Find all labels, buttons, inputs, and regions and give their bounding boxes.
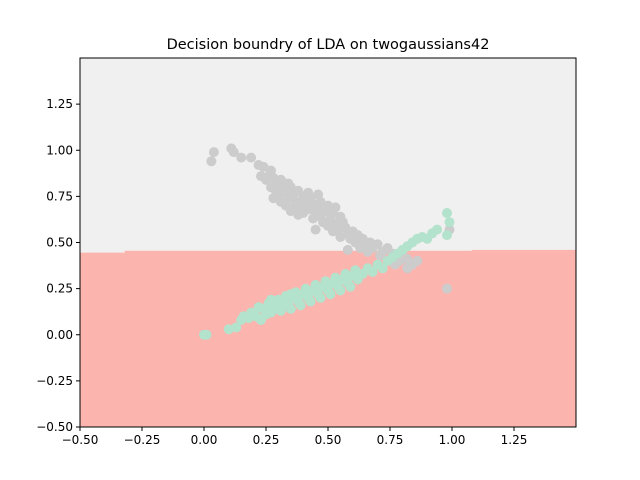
y-tick-label-4: 0.50 <box>46 236 73 250</box>
point-s0-4 <box>236 152 247 163</box>
y-tick-label-0: −0.50 <box>36 420 73 434</box>
point-s0-81 <box>342 244 353 255</box>
x-tick-label-6: 1.00 <box>439 433 466 447</box>
point-s0-13 <box>261 174 271 185</box>
x-tick-label-2: 0.00 <box>191 433 218 447</box>
point-s1-64 <box>432 224 443 235</box>
point-s1-47 <box>350 265 361 276</box>
x-tick-label-5: 0.75 <box>377 433 404 447</box>
point-s1-3 <box>231 322 242 333</box>
point-s0-80 <box>442 283 452 294</box>
point-s0-5 <box>246 152 257 163</box>
point-s1-70 <box>266 294 276 305</box>
point-s0-87 <box>313 189 324 200</box>
point-s0-85 <box>285 206 296 217</box>
data-points <box>199 143 455 340</box>
point-s0-77 <box>402 263 413 274</box>
point-s0-65 <box>372 239 383 250</box>
y-tick-label-7: 1.25 <box>46 97 73 111</box>
point-s0-69 <box>375 250 386 261</box>
region-0 <box>80 58 576 253</box>
point-s0-7 <box>258 161 269 172</box>
point-s0-22 <box>268 193 279 204</box>
x-tick-label-7: 1.25 <box>501 433 528 447</box>
point-s1-41 <box>335 285 346 296</box>
point-s1-25 <box>295 300 306 311</box>
point-s0-20 <box>283 178 294 189</box>
point-s1-33 <box>315 292 326 303</box>
point-s1-35 <box>320 276 331 287</box>
x-tick-label-3: 0.25 <box>253 433 280 447</box>
x-tick-label-4: 0.50 <box>315 433 342 447</box>
y-axis: −0.50 −0.25 0.00 0.25 0.50 0.75 1.00 1.25 <box>36 97 80 434</box>
y-tick-label-2: 0.00 <box>46 328 73 342</box>
point-s0-3 <box>228 147 239 158</box>
point-s1-39 <box>330 272 341 283</box>
point-s1-66 <box>444 217 455 228</box>
point-s1-45 <box>345 281 356 292</box>
chart-title: Decision boundry of LDA on twogaussians4… <box>167 37 490 53</box>
point-s0-1 <box>208 147 219 158</box>
point-s1-69 <box>285 289 296 300</box>
point-s0-84 <box>293 209 304 220</box>
point-s0-55 <box>335 232 346 242</box>
point-s1-37 <box>325 289 336 300</box>
point-s1-71 <box>256 315 266 325</box>
point-s1-1 <box>201 329 212 340</box>
point-s1-53 <box>377 263 388 274</box>
y-tick-label-6: 1.00 <box>46 143 73 157</box>
point-s0-47 <box>330 202 341 213</box>
point-s1-21 <box>285 303 296 314</box>
point-s0-62 <box>355 243 366 253</box>
point-s0-0 <box>206 156 217 167</box>
point-s1-68 <box>273 298 284 309</box>
point-s0-76 <box>412 255 423 266</box>
x-axis: −0.50 −0.25 0.00 0.25 0.50 0.75 1.00 1.25 <box>62 427 528 447</box>
point-s0-66 <box>362 246 373 257</box>
point-s0-86 <box>303 187 314 198</box>
y-tick-label-3: 0.25 <box>46 282 73 296</box>
point-s1-51 <box>367 267 378 277</box>
x-tick-label-0: −0.50 <box>62 433 99 447</box>
y-tick-label-5: 0.75 <box>46 189 73 203</box>
point-s1-65 <box>442 208 452 218</box>
x-tick-label-1: −0.25 <box>124 433 161 447</box>
point-s1-67 <box>442 230 452 241</box>
region-1 <box>80 249 576 427</box>
point-s0-40 <box>308 213 319 224</box>
point-s0-82 <box>310 224 321 235</box>
point-s1-29 <box>305 296 316 307</box>
y-tick-label-1: −0.25 <box>36 374 73 388</box>
point-s0-83 <box>328 226 338 237</box>
decision-regions <box>80 58 576 427</box>
